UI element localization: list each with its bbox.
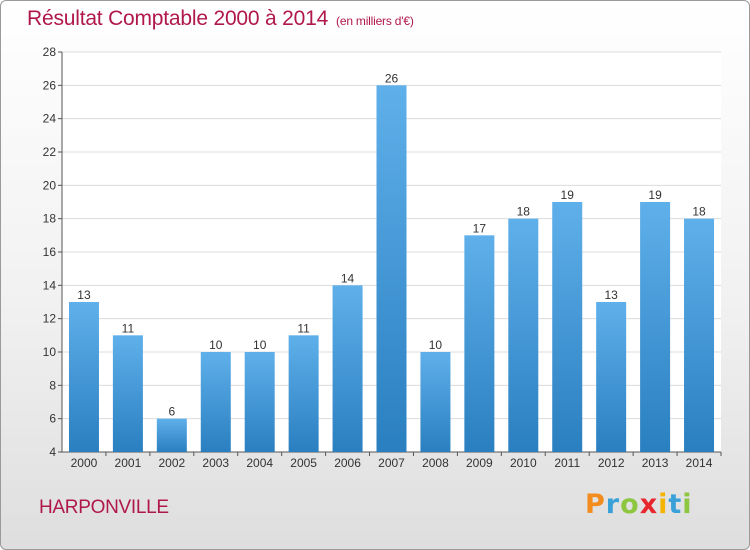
bar-value-label: 11 [297, 321, 310, 335]
bar-value-label: 10 [209, 338, 223, 352]
bar-value-label: 26 [385, 71, 399, 85]
bar-value-label: 13 [77, 288, 91, 302]
x-tick-label: 2006 [334, 456, 361, 470]
place-name: HARPONVILLE [39, 497, 169, 518]
y-tick-label: 12 [43, 312, 57, 326]
bar [68, 302, 99, 452]
x-tick-label: 2010 [510, 456, 537, 470]
bar-value-label: 11 [122, 321, 135, 335]
chart-title: Résultat Comptable 2000 à 2014 (en millie… [27, 7, 414, 31]
x-tick-label: 2012 [598, 456, 625, 470]
bar-value-label: 6 [168, 405, 175, 419]
y-tick-label: 4 [49, 445, 56, 459]
x-tick-label: 2003 [202, 456, 229, 470]
y-tick-label: 14 [43, 278, 57, 292]
y-tick-label: 18 [43, 212, 57, 226]
bar-value-label: 18 [692, 205, 706, 219]
y-tick-label: 24 [43, 112, 57, 126]
y-tick-label: 26 [43, 78, 57, 92]
bar [464, 235, 495, 452]
bar [288, 335, 319, 452]
x-tick-label: 2013 [642, 456, 669, 470]
bar-value-label: 10 [429, 338, 443, 352]
x-tick-label: 2008 [422, 456, 449, 470]
y-tick-label: 6 [49, 412, 56, 426]
x-tick-label: 2009 [466, 456, 493, 470]
bar [420, 352, 451, 452]
logo-letter: o [620, 489, 640, 520]
bar [508, 218, 539, 452]
logo-letter: i [658, 489, 669, 520]
bar-value-label: 19 [648, 188, 662, 202]
bar [640, 202, 671, 452]
bar-value-label: 19 [561, 188, 575, 202]
x-tick-label: 2002 [158, 456, 185, 470]
y-tick-label: 28 [43, 45, 57, 59]
bar [332, 285, 363, 452]
bar [244, 352, 275, 452]
y-tick-label: 16 [43, 245, 57, 259]
y-tick-label: 22 [43, 145, 57, 159]
bar-value-label: 18 [517, 205, 531, 219]
bar [112, 335, 143, 452]
bar-value-label: 17 [473, 221, 487, 235]
x-tick-label: 2014 [686, 456, 713, 470]
x-tick-label: 2000 [71, 456, 98, 470]
y-tick-label: 20 [43, 178, 57, 192]
logo-letter: t [668, 489, 683, 520]
x-tick-label: 2007 [378, 456, 405, 470]
proxiti-logo: Proxiti [585, 489, 693, 520]
bar [552, 202, 583, 452]
logo-letter: i [682, 489, 693, 520]
x-tick-label: 2011 [554, 456, 580, 470]
logo-letter: r [605, 489, 621, 520]
x-tick-label: 2004 [246, 456, 273, 470]
logo-letter: x [639, 489, 659, 520]
x-tick-label: 2005 [290, 456, 317, 470]
logo-letter: P [585, 489, 606, 520]
y-tick-label: 10 [43, 345, 57, 359]
y-tick-label: 8 [49, 378, 56, 392]
chart-title-text: Résultat Comptable 2000 à 2014 [27, 7, 329, 30]
bar-value-label: 14 [341, 271, 355, 285]
chart-subtitle: (en milliers d'€) [336, 14, 414, 28]
x-tick-label: 2001 [115, 456, 142, 470]
bar [596, 302, 627, 452]
bar-value-label: 10 [253, 338, 267, 352]
bar [684, 218, 715, 452]
bar-value-label: 13 [604, 288, 618, 302]
bar [156, 418, 187, 452]
bar [200, 352, 231, 452]
bar [376, 85, 407, 452]
